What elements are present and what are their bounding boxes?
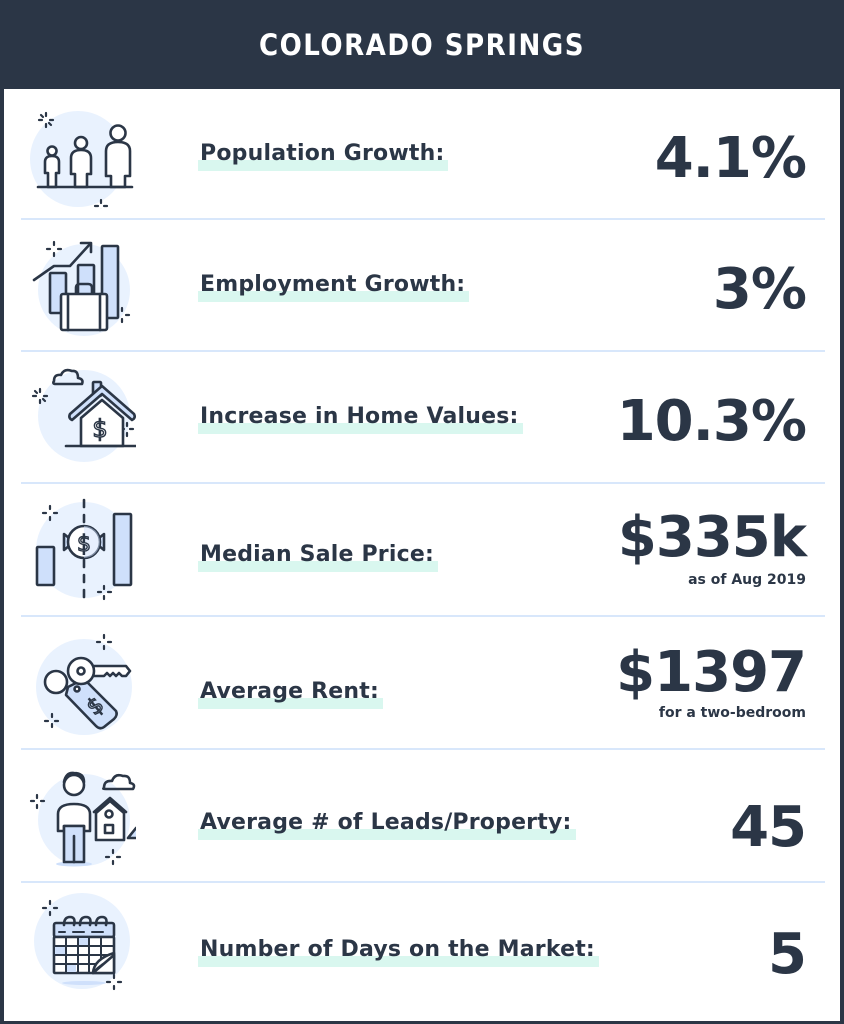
- stat-label: Median Sale Price:: [198, 542, 438, 572]
- stat-label: Average Rent:: [198, 679, 383, 709]
- stat-row-population-growth: Population Growth: 4.1%: [4, 89, 840, 219]
- row-divider: [21, 218, 825, 220]
- svg-text:$: $: [92, 415, 107, 443]
- stat-row-leads-per-property: Average # of Leads/Property: 45: [4, 750, 840, 881]
- price-bars-dollar-icon: $: [35, 498, 133, 604]
- row-divider: [21, 482, 825, 484]
- row-divider: [21, 615, 825, 617]
- row-divider: [21, 881, 825, 883]
- row-divider: [21, 350, 825, 352]
- stat-row-employment-growth: Employment Growth: 3%: [4, 220, 840, 350]
- stat-label: Average # of Leads/Property:: [198, 810, 575, 840]
- people-growth-icon: [30, 111, 134, 209]
- stats-panel: Population Growth: 4.1% Employment Growt…: [4, 89, 840, 1021]
- header-bar: COLORADO SPRINGS: [0, 0, 844, 89]
- page-title: COLORADO SPRINGS: [258, 27, 586, 62]
- house-dollar-icon: $: [31, 368, 136, 462]
- stat-row-days-on-market: Number of Days on the Market: 5: [4, 883, 840, 1021]
- svg-text:$: $: [77, 532, 91, 557]
- stat-value: $335k: [617, 505, 807, 570]
- key-price-tag-icon: $: [36, 633, 132, 735]
- stat-value: 4.1%: [654, 126, 807, 191]
- stat-value: 5: [768, 922, 807, 987]
- stat-label: Employment Growth:: [197, 272, 470, 302]
- row-divider: [21, 748, 825, 750]
- stat-row-average-rent: $ Average Rent: $1397 for a two-bedroom: [4, 617, 840, 748]
- calendar-icon: [34, 893, 130, 991]
- stat-note: as of Aug 2019: [688, 572, 806, 588]
- stat-value: $1397: [616, 640, 807, 705]
- stat-row-median-sale-price: $ Median Sale Price: $335k as of Aug 201…: [4, 484, 840, 614]
- stat-value: 10.3%: [616, 389, 807, 454]
- stat-label: Increase in Home Values:: [198, 404, 523, 434]
- stat-value: 45: [730, 795, 807, 860]
- employment-chart-briefcase-icon: [32, 240, 131, 336]
- stat-note: for a two-bedroom: [658, 705, 806, 721]
- stat-value: 3%: [712, 257, 807, 322]
- person-house-icon: [29, 771, 136, 867]
- stat-row-home-values: $ Increase in Home Values: 10.3%: [4, 352, 840, 482]
- stat-label: Population Growth:: [197, 141, 449, 171]
- stat-label: Number of Days on the Market:: [198, 937, 599, 967]
